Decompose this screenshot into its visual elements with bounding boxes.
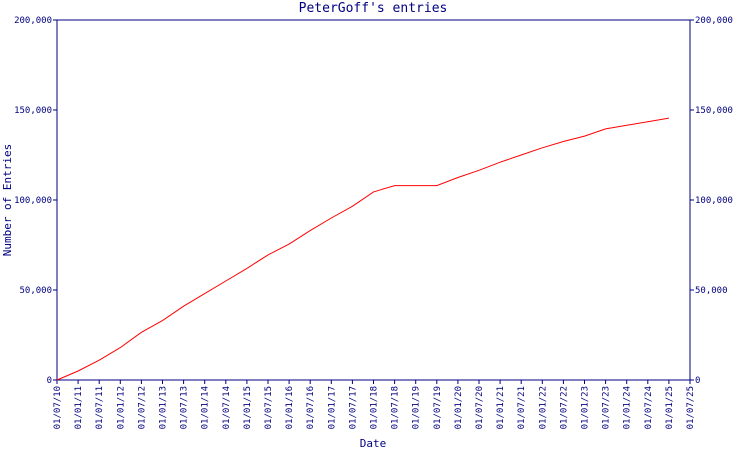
x-tick-label: 01/07/12 [137, 386, 147, 429]
y-tick-label: 0 [47, 376, 52, 386]
x-tick-label: 01/07/13 [180, 386, 190, 429]
x-tick-label: 01/07/21 [517, 386, 527, 429]
x-tick-label: 01/07/19 [433, 386, 443, 429]
x-tick-label: 01/07/25 [686, 386, 696, 429]
x-tick-label: 01/01/15 [243, 386, 253, 429]
x-tick-label: 01/01/17 [327, 386, 337, 429]
x-tick-label: 01/07/14 [222, 386, 232, 429]
x-tick-label: 01/07/22 [559, 386, 569, 429]
x-tick-label: 01/01/24 [623, 386, 633, 429]
x-tick-label: 01/01/19 [412, 386, 422, 429]
x-tick-label: 01/07/20 [475, 386, 485, 429]
y-tick-label: 50,000 [19, 286, 52, 296]
x-tick-label: 01/07/17 [348, 386, 358, 429]
y-tick-label: 100,000 [14, 196, 52, 206]
x-tick-label: 01/01/18 [370, 386, 380, 429]
y2-tick-label: 0 [695, 376, 700, 386]
x-tick-label: 01/07/18 [391, 386, 401, 429]
x-tick-label: 01/01/21 [496, 386, 506, 429]
y-tick-label: 200,000 [14, 16, 52, 26]
x-tick-label: 01/01/16 [285, 386, 295, 429]
y2-tick-label: 200,000 [695, 16, 733, 26]
x-tick-label: 01/01/12 [116, 386, 126, 429]
y2-tick-label: 50,000 [695, 286, 728, 296]
x-tick-label: 01/01/25 [665, 386, 675, 429]
x-tick-label: 01/01/11 [74, 386, 84, 429]
x-tick-label: 01/01/22 [538, 386, 548, 429]
x-tick-label: 01/01/13 [159, 386, 169, 429]
x-tick-label: 01/07/24 [644, 386, 654, 429]
x-tick-label: 01/01/23 [581, 386, 591, 429]
y2-tick-label: 150,000 [695, 106, 733, 116]
y2-tick-label: 100,000 [695, 196, 733, 206]
x-tick-label: 01/07/16 [306, 386, 316, 429]
chart-title: PeterGoff's entries [299, 1, 448, 16]
data-line [56, 117, 669, 381]
y-axis-title: Number of Entries [1, 144, 14, 257]
x-tick-label: 01/07/11 [95, 386, 105, 429]
y-tick-label: 150,000 [14, 106, 52, 116]
x-tick-label: 01/07/23 [602, 386, 612, 429]
x-tick-label: 01/01/14 [201, 386, 211, 429]
x-axis-title: Date [360, 437, 387, 450]
x-tick-label: 01/07/15 [264, 386, 274, 429]
x-tick-label: 01/01/20 [454, 386, 464, 429]
x-tick-label: 01/07/10 [53, 386, 63, 429]
